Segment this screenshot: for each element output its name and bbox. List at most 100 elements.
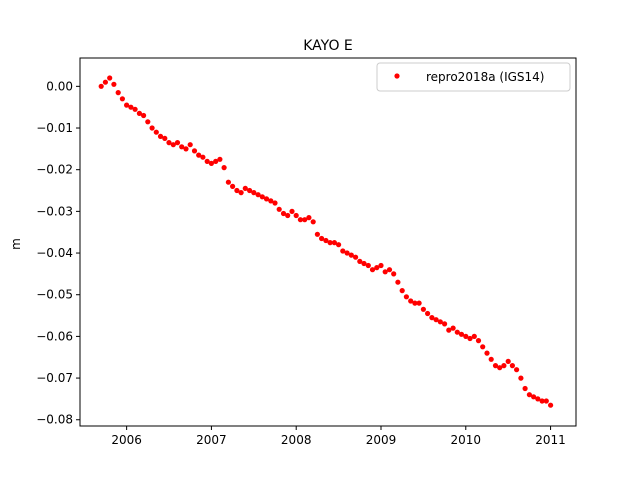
data-point <box>488 356 494 362</box>
data-point <box>395 279 401 285</box>
data-point <box>353 254 359 260</box>
data-point <box>467 335 473 342</box>
data-point <box>403 294 409 300</box>
data-point <box>98 83 104 89</box>
data-point <box>179 144 185 150</box>
data-point <box>336 242 342 248</box>
data-point <box>391 271 397 277</box>
legend-box <box>376 62 571 92</box>
data-point <box>374 265 380 271</box>
data-point <box>128 104 134 110</box>
y-tick-label: −0.07 <box>36 371 73 385</box>
data-point <box>157 133 164 139</box>
data-point <box>484 350 490 356</box>
data-point <box>340 248 346 254</box>
data-point <box>170 142 176 148</box>
data-point <box>509 363 515 369</box>
data-point <box>191 148 198 154</box>
data-point <box>115 90 121 96</box>
data-point <box>145 119 151 125</box>
axis-ticks: 2006 2007 2008 2009 2010 2011 0.00 −0.01 −0.02 −0… <box>36 79 566 447</box>
y-tick-label: −0.01 <box>36 121 73 135</box>
data-point <box>348 252 354 258</box>
data-point <box>306 215 312 221</box>
data-point <box>344 250 350 256</box>
data-point <box>437 319 443 325</box>
data-point <box>314 231 320 237</box>
data-point <box>302 217 308 223</box>
data-point <box>365 262 371 269</box>
y-tick-label: −0.06 <box>36 329 73 343</box>
data-point <box>518 375 524 381</box>
y-tick-label: −0.04 <box>36 246 73 260</box>
data-point <box>276 206 282 212</box>
data-point <box>501 363 507 369</box>
y-tick-label: 0.00 <box>46 79 73 93</box>
y-tick-label: −0.03 <box>36 204 73 218</box>
legend: repro2018a (IGS14) <box>376 62 571 92</box>
data-point <box>102 79 108 85</box>
data-point <box>416 300 422 306</box>
legend-marker <box>394 73 400 79</box>
data-point <box>119 96 125 102</box>
data-point <box>463 333 469 339</box>
data-point <box>208 160 214 166</box>
data-point <box>386 267 393 273</box>
data-point <box>399 288 405 294</box>
data-point <box>187 142 193 148</box>
data-point <box>361 260 367 267</box>
x-tick-label: 2006 <box>111 433 142 447</box>
x-tick-label: 2010 <box>451 433 482 447</box>
data-point <box>492 363 499 369</box>
chart-title: KAYO E <box>303 38 353 54</box>
y-tick-label: −0.02 <box>36 163 73 177</box>
data-point <box>442 321 448 327</box>
data-points <box>98 75 554 408</box>
data-point <box>136 110 142 116</box>
data-point <box>166 140 172 146</box>
data-point <box>230 183 236 189</box>
data-point <box>183 146 189 152</box>
data-point <box>475 338 482 344</box>
legend-label: repro2018a (IGS14) <box>426 70 544 84</box>
data-point <box>196 152 202 158</box>
data-point <box>285 212 291 219</box>
data-point <box>480 344 486 350</box>
data-point <box>268 198 274 204</box>
data-point <box>225 179 231 185</box>
data-point <box>412 300 418 306</box>
data-point <box>446 327 452 333</box>
data-point <box>153 129 159 135</box>
data-point <box>526 392 533 398</box>
data-point <box>378 262 384 269</box>
data-point <box>433 317 439 323</box>
data-point <box>272 200 278 206</box>
data-point <box>454 329 460 335</box>
data-point <box>221 165 227 171</box>
data-point <box>535 396 541 402</box>
data-point <box>369 267 376 273</box>
data-point <box>327 240 333 246</box>
data-point <box>200 154 206 160</box>
x-tick-label: 2011 <box>535 433 566 447</box>
data-point <box>217 156 223 162</box>
data-point <box>251 190 257 196</box>
data-point <box>255 192 261 198</box>
data-point <box>408 298 414 304</box>
y-tick-label: −0.08 <box>36 413 73 427</box>
data-point <box>124 102 130 108</box>
data-point <box>247 187 253 194</box>
x-tick-label: 2008 <box>281 433 312 447</box>
data-point <box>141 112 147 119</box>
data-point <box>310 219 316 225</box>
data-point <box>331 240 337 246</box>
data-point <box>263 196 270 202</box>
data-point <box>234 187 240 194</box>
data-point <box>149 125 155 131</box>
data-point <box>505 358 511 364</box>
data-point <box>297 217 303 223</box>
data-point <box>522 385 528 392</box>
data-point <box>548 402 554 408</box>
data-point <box>543 398 549 404</box>
